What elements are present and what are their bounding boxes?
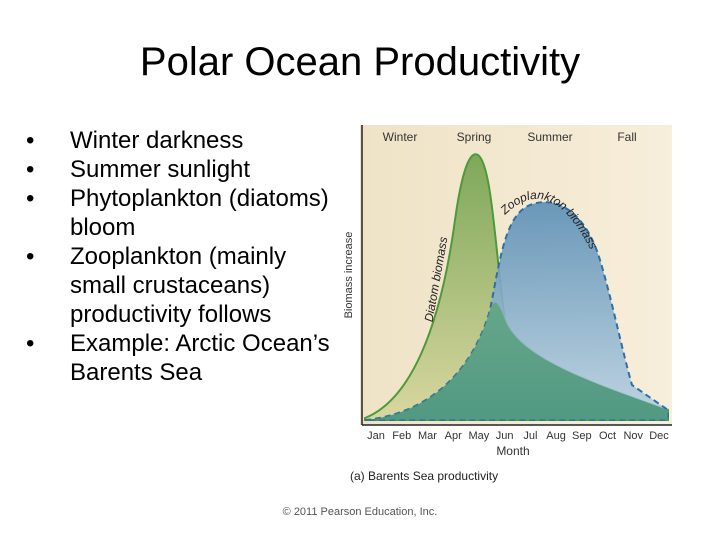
month-label: May xyxy=(469,430,490,442)
month-label: Jan xyxy=(367,430,385,442)
footer: © 2011 Pearson Education, Inc. xyxy=(283,506,438,518)
figure-caption: (a) Barents Sea productivity xyxy=(350,469,498,483)
season-label: Fall xyxy=(617,130,636,144)
month-label: Jun xyxy=(496,430,514,442)
season-label: Summer xyxy=(527,130,572,144)
month-label: Aug xyxy=(546,430,566,442)
bullet: Phytoplankton (diatoms) bloom xyxy=(26,184,336,242)
bullet: Example: Arctic Ocean’s Barents Sea xyxy=(26,329,336,387)
month-label: Nov xyxy=(623,430,643,442)
x-axis-label: Month xyxy=(496,444,529,458)
month-label: Mar xyxy=(418,430,437,442)
bullet: Winter darkness xyxy=(26,126,336,155)
month-label: Feb xyxy=(392,430,411,442)
slide-title: Polar Ocean Productivity xyxy=(139,40,581,84)
season-label: Winter xyxy=(383,130,418,144)
y-axis-label: Biomass increase xyxy=(343,232,355,319)
month-label: Apr xyxy=(445,430,462,442)
month-label: Dec xyxy=(649,430,669,442)
month-label: Oct xyxy=(599,430,616,442)
zooplankton-area xyxy=(364,201,669,421)
month-label: Sep xyxy=(572,430,592,442)
bullet-list: Winter darknessSummer sunlightPhytoplank… xyxy=(26,126,336,387)
month-label: Jul xyxy=(523,430,537,442)
overlap-area xyxy=(365,302,668,420)
bullet: Summer sunlight xyxy=(26,155,336,184)
season-label: Spring xyxy=(457,130,492,144)
bullet: Zooplankton (mainly small crustaceans) p… xyxy=(26,242,336,329)
